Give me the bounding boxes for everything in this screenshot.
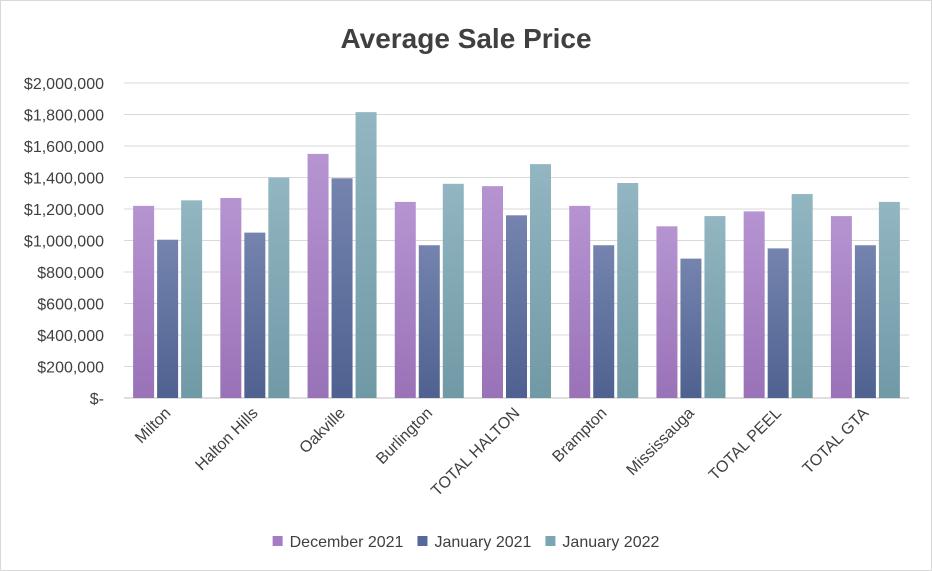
bar bbox=[418, 245, 440, 398]
y-tick-label: $400,000 bbox=[37, 328, 104, 345]
legend-label: December 2021 bbox=[290, 534, 404, 551]
bar bbox=[704, 216, 726, 398]
y-tick-label: $200,000 bbox=[37, 360, 104, 377]
y-tick-label: $2,000,000 bbox=[24, 76, 104, 93]
bar bbox=[680, 258, 702, 398]
bar bbox=[394, 201, 416, 398]
legend-item: January 2021 bbox=[417, 534, 532, 551]
legend-swatch bbox=[545, 536, 556, 546]
x-tick-label: Mississauga bbox=[624, 405, 698, 479]
legend-swatch bbox=[417, 536, 428, 546]
chart-title: Average Sale Price bbox=[340, 23, 591, 54]
bar bbox=[743, 211, 765, 398]
x-tick-label: Oakville bbox=[297, 405, 349, 457]
bar bbox=[878, 201, 900, 398]
bar bbox=[268, 177, 290, 398]
x-tick-label: Milton bbox=[132, 405, 174, 447]
bar bbox=[157, 239, 179, 398]
bar bbox=[331, 178, 353, 398]
bar bbox=[569, 205, 591, 398]
bar bbox=[181, 200, 203, 398]
x-tick-label: TOTAL HALTON bbox=[428, 405, 523, 500]
legend: December 2021 January 2021 January 2022 bbox=[272, 534, 659, 551]
bar bbox=[593, 245, 615, 398]
y-tick-label: $800,000 bbox=[37, 265, 104, 282]
x-tick-label: Halton Hills bbox=[192, 405, 261, 474]
bar bbox=[656, 226, 678, 398]
legend-item: December 2021 bbox=[272, 534, 404, 551]
y-tick-label: $1,600,000 bbox=[24, 139, 104, 156]
y-tick-label: $1,800,000 bbox=[24, 108, 104, 125]
bar bbox=[854, 245, 876, 398]
y-tick-label: $600,000 bbox=[37, 297, 104, 314]
y-tick-label: $- bbox=[90, 391, 104, 408]
x-axis-tick-labels: Milton Halton Hills Oakville BurlingtonTOTA… bbox=[132, 405, 872, 500]
y-axis-tick-labels: $- $200,000 $400,000 $600,000 $800,000 $1,000… bbox=[24, 76, 104, 408]
bar bbox=[355, 112, 377, 398]
bar bbox=[220, 197, 242, 398]
legend-item: January 2022 bbox=[545, 534, 659, 551]
y-tick-label: $1,400,000 bbox=[24, 171, 104, 188]
bar bbox=[767, 248, 789, 398]
bar bbox=[506, 215, 527, 398]
legend-label: January 2022 bbox=[562, 534, 659, 551]
bar bbox=[244, 232, 266, 398]
bar bbox=[617, 183, 639, 398]
bar bbox=[133, 205, 155, 398]
x-tick-label: TOTAL GTA bbox=[800, 405, 873, 478]
y-tick-label: $1,000,000 bbox=[24, 234, 104, 251]
bar bbox=[830, 216, 852, 398]
bar bbox=[482, 186, 503, 398]
y-tick-label: $1,200,000 bbox=[24, 202, 104, 219]
x-tick-label: TOTAL PEEL bbox=[706, 405, 785, 484]
bar bbox=[307, 153, 329, 398]
x-tick-label: Burlington bbox=[373, 405, 436, 468]
legend-swatch bbox=[272, 536, 283, 546]
x-tick-label: Brampton bbox=[549, 405, 610, 466]
bar bbox=[442, 183, 464, 398]
bar bbox=[530, 164, 551, 398]
bars bbox=[133, 112, 900, 398]
legend-label: January 2021 bbox=[434, 534, 531, 551]
bar bbox=[791, 194, 813, 398]
